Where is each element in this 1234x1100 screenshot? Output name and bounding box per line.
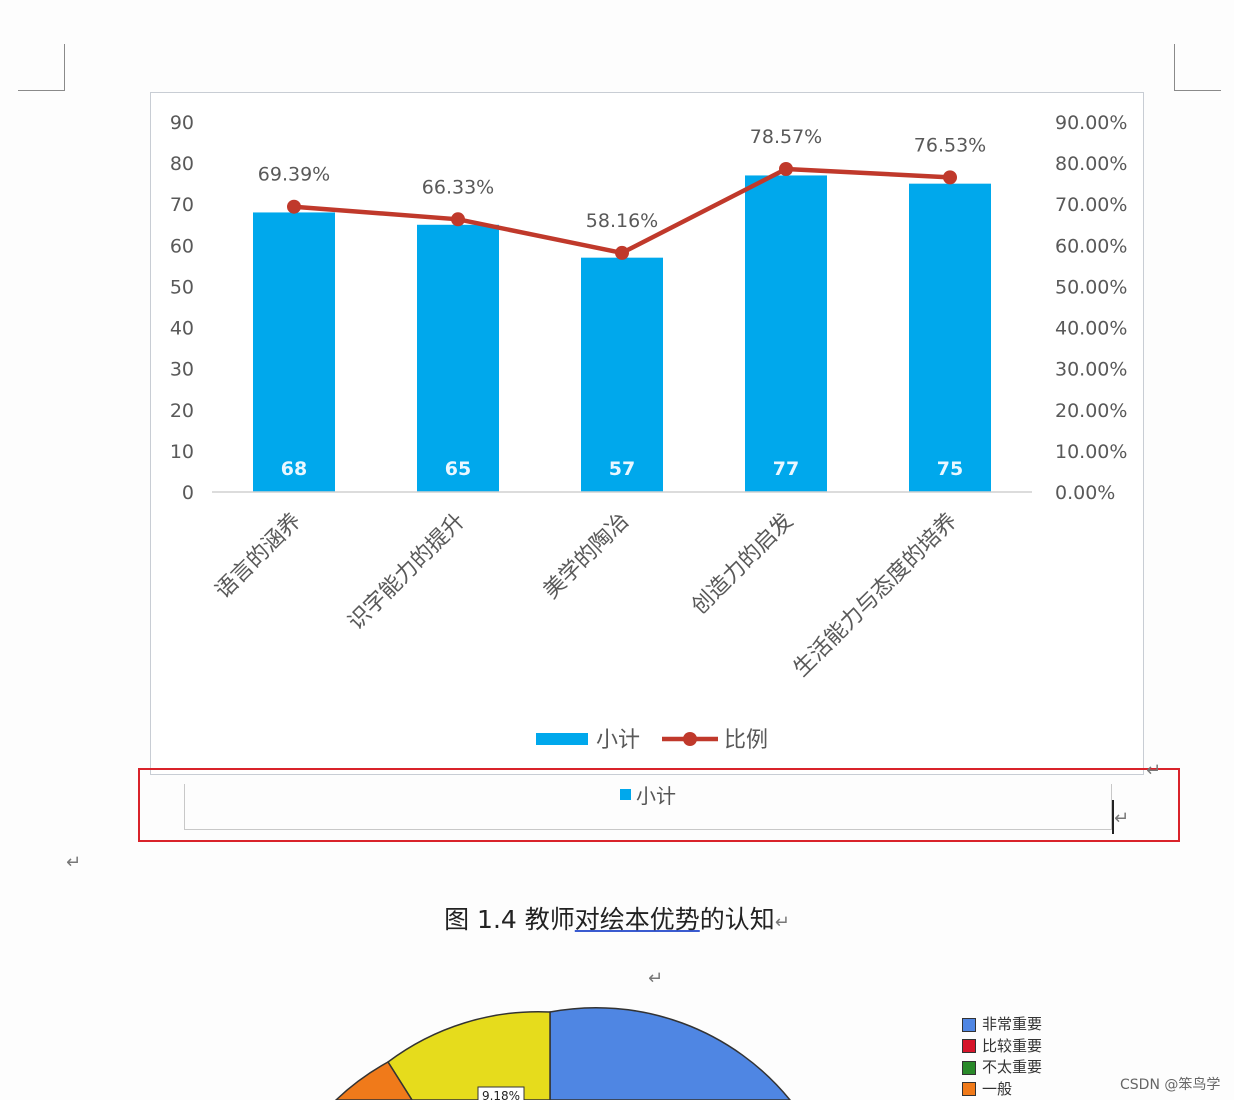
y-axis-tick-label: 90 [170,112,194,134]
pie-slice-yellow [386,1010,551,1100]
y2-axis-tick-label: 30.00% [1055,359,1127,381]
pie-legend-swatch [962,1039,976,1054]
pie-legend-item: 非常重要 [962,1014,1042,1036]
bar-data-label: 57 [609,458,635,480]
inner-legend: 小计 [620,780,676,809]
y-axis-tick-label: 0 [182,482,194,504]
page-corner-mark-top-right [1174,44,1221,91]
y2-axis-tick-label: 20.00% [1055,400,1127,422]
bar [417,224,499,492]
y2-axis-tick-label: 0.00% [1055,482,1115,504]
pie-data-label-box [477,1086,525,1100]
bar-data-label: 77 [773,458,799,480]
pie-chart-partial: 9.18% [334,1007,791,1100]
inner-legend-label: 小计 [636,784,676,808]
x-axis-category-label: 美学的陶冶 [539,509,634,604]
x-axis-category-label: 识字能力的提升 [344,509,471,636]
figure-caption: 图 1.4 教师对绘本优势的认知↵ [0,900,1234,936]
line-point [779,161,793,176]
y-axis-tick-label: 60 [170,235,194,257]
pie-legend-label: 不太重要 [982,1058,1043,1076]
inner-legend-swatch [620,789,631,800]
x-axis-category-label: 创造力的启发 [687,509,798,620]
pie-legend-item: 一般 [962,1079,1042,1100]
pie-legend-label: 比较重要 [982,1036,1043,1055]
pie-legend: 非常重要比较重要不太重要一般 [962,1014,1042,1100]
bar-data-label: 68 [281,458,307,480]
legend-label-bar: 小计 [596,728,640,753]
pie-legend-swatch [962,1060,976,1075]
y2-axis-tick-label: 70.00% [1055,194,1127,216]
bar [909,183,991,492]
pie-legend-item: 不太重要 [962,1057,1042,1079]
y-axis-tick-label: 30 [170,359,194,381]
legend-swatch-bar [536,733,588,745]
line-point [615,245,629,260]
line-data-label: 58.16% [586,210,658,232]
bar [253,212,335,492]
legend-placeholder-box[interactable] [184,784,1112,830]
pie-slice-blue [549,1007,791,1100]
bar [581,257,663,492]
page-corner-mark-top-left [18,44,65,91]
legend-label-line: 比例 [724,728,768,753]
pie-legend-swatch [962,1082,976,1097]
line-data-label: 78.57% [750,126,822,148]
bar-data-label: 75 [937,458,963,480]
line-point [287,199,301,214]
line-point [943,170,957,185]
x-axis-category-label: 生活能力与态度的培养 [789,509,962,682]
x-axis-category-label: 语言的涵养 [211,509,306,604]
caption-underlined: 对绘本优势 [574,905,700,934]
pie-legend-swatch [962,1017,976,1032]
pie-slice-orange [334,1061,413,1100]
y2-axis-tick-label: 10.00% [1055,441,1127,463]
y-axis-tick-label: 50 [170,276,194,298]
y-axis-tick-label: 80 [170,153,194,175]
paragraph-mark: ↵ [774,912,790,933]
paragraph-mark: ↵ [648,968,664,989]
y2-axis-tick-label: 40.00% [1055,318,1127,340]
y-axis-tick-label: 10 [170,441,194,463]
y-axis-tick-label: 20 [170,400,194,422]
bar [745,175,827,492]
y-axis-tick-label: 70 [170,194,194,216]
bar-data-label: 65 [445,458,471,480]
legend-line-marker [683,732,697,746]
pie-legend-item: 比较重要 [962,1036,1042,1058]
y-axis-tick-label: 40 [170,318,194,340]
paragraph-mark: ↵ [1114,808,1130,829]
text-cursor [1112,800,1114,834]
paragraph-mark: ↵ [66,852,82,873]
pie-legend-label: 一般 [982,1079,1013,1098]
pie-data-label: 9.18% [482,1089,520,1100]
y2-axis-tick-label: 80.00% [1055,153,1127,175]
line-data-label: 66.33% [422,176,494,198]
line-point [451,212,465,227]
paragraph-mark: ↵ [1146,760,1162,781]
pie-legend-label: 非常重要 [982,1015,1043,1033]
caption-prefix: 图 1.4 教师 [444,905,575,934]
y2-axis-tick-label: 50.00% [1055,276,1127,298]
caption-suffix: 的认知 [699,905,775,934]
y2-axis-tick-label: 90.00% [1055,112,1127,134]
watermark: CSDN @笨鸟学 [1120,1077,1221,1093]
combo-bar-line-chart: 0 10 20 30 40 50 60 70 80 90 0.00% 10.00% 20.00% 30.0… [170,112,1128,753]
y2-axis-tick-label: 60.00% [1055,235,1127,257]
line-data-label: 69.39% [258,164,330,186]
highlight-box [138,768,1180,842]
line-data-label: 76.53% [914,134,986,156]
